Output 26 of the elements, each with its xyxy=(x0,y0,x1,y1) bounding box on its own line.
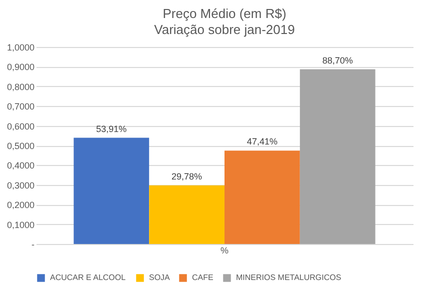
bar xyxy=(149,185,224,244)
y-tick-label: - xyxy=(32,240,34,250)
data-label: 47,41% xyxy=(246,136,278,147)
y-tick-label: 1,0000 xyxy=(6,42,34,52)
legend-label: MINERIOS METALURGICOS xyxy=(236,273,342,282)
y-tick-label: 0,5000 xyxy=(6,141,34,151)
legend-label: CAFE xyxy=(192,273,214,282)
y-tick-label: 0,8000 xyxy=(6,82,34,92)
bar xyxy=(74,138,150,244)
x-tick-label: % xyxy=(220,246,229,256)
y-tick-label: 0,6000 xyxy=(6,121,34,132)
bar xyxy=(300,69,376,244)
y-tick-label: 0,9000 xyxy=(6,62,34,72)
data-label: 53,91% xyxy=(96,124,127,134)
data-label: 88,70% xyxy=(322,55,353,66)
y-tick-label: 0,1000 xyxy=(6,220,34,230)
bar xyxy=(224,150,300,244)
y-tick-label: 0,3000 xyxy=(6,180,34,190)
y-tick-label: 0,4000 xyxy=(6,160,34,171)
y-tick-label: 0,2000 xyxy=(6,200,34,210)
data-label: 29,78% xyxy=(172,171,202,182)
chart-title: Preço Médio (em R$) xyxy=(162,6,286,21)
legend-label: SOJA xyxy=(149,273,171,282)
y-tick-label: 0,7000 xyxy=(6,102,34,112)
chart-subtitle: Variação sobre jan-2019 xyxy=(154,22,295,37)
legend-label: ACUCAR E ALCOOL xyxy=(50,273,126,282)
